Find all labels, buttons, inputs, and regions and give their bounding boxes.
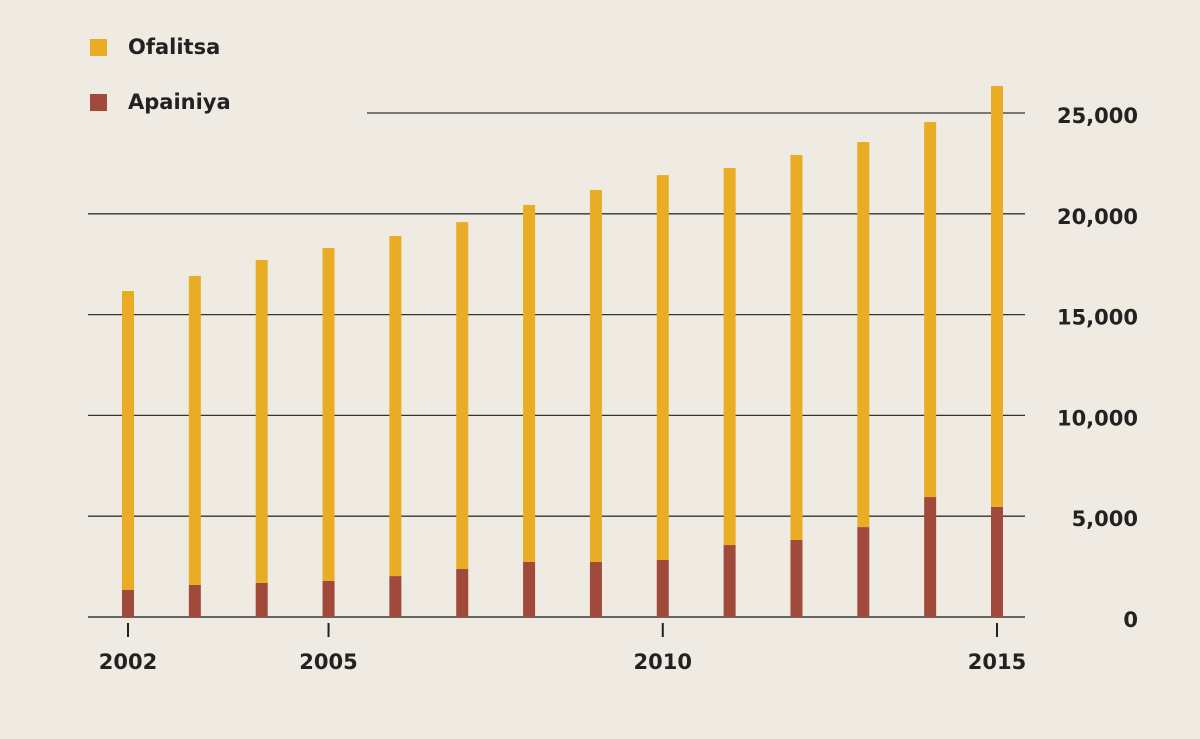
- bar-segment: [122, 589, 134, 617]
- y-tick-label: 5,000: [1072, 507, 1138, 531]
- y-tick-label: 15,000: [1057, 306, 1138, 330]
- bar-segment: [188, 584, 201, 617]
- bar-segment: [656, 175, 669, 560]
- bar-segment: [589, 190, 602, 562]
- bar-segment: [523, 561, 536, 617]
- legend-label: Ofalitsa: [128, 35, 220, 59]
- bar-segment: [523, 204, 536, 562]
- bar-segment: [255, 259, 268, 583]
- bar-segment: [255, 582, 268, 617]
- bar-segment: [389, 235, 402, 577]
- x-tick-label: 2010: [634, 650, 692, 674]
- bar-segment: [456, 569, 469, 617]
- x-tick-label: 2002: [99, 650, 157, 674]
- legend-swatch: [90, 39, 107, 56]
- bar-segment: [790, 154, 803, 540]
- legend-swatch: [90, 94, 107, 111]
- bar-segment: [389, 576, 402, 617]
- y-tick-label: 0: [1123, 608, 1138, 632]
- bar-segment: [456, 222, 469, 570]
- y-tick-label: 20,000: [1057, 205, 1138, 229]
- bar-segment: [790, 539, 803, 617]
- bar-segment: [322, 248, 335, 581]
- bar-segment: [991, 85, 1003, 507]
- y-tick-label: 10,000: [1057, 406, 1138, 430]
- bar-segment: [857, 527, 870, 617]
- bar-segment: [188, 275, 201, 585]
- legend-label: Apainiya: [128, 90, 231, 114]
- bar-segment: [857, 142, 870, 528]
- x-tick-label: 2005: [299, 650, 357, 674]
- bar-segment: [656, 559, 669, 617]
- bar-segment: [122, 291, 134, 590]
- y-tick-label: 25,000: [1057, 104, 1138, 128]
- x-tick-label: 2015: [968, 650, 1026, 674]
- bar-segment: [589, 561, 602, 617]
- bar-segment: [723, 545, 736, 617]
- bar-segment: [924, 497, 937, 617]
- bar-segment: [723, 168, 736, 546]
- bar-segment: [924, 122, 937, 498]
- bar-segment: [322, 580, 335, 617]
- bar-segment: [991, 506, 1003, 617]
